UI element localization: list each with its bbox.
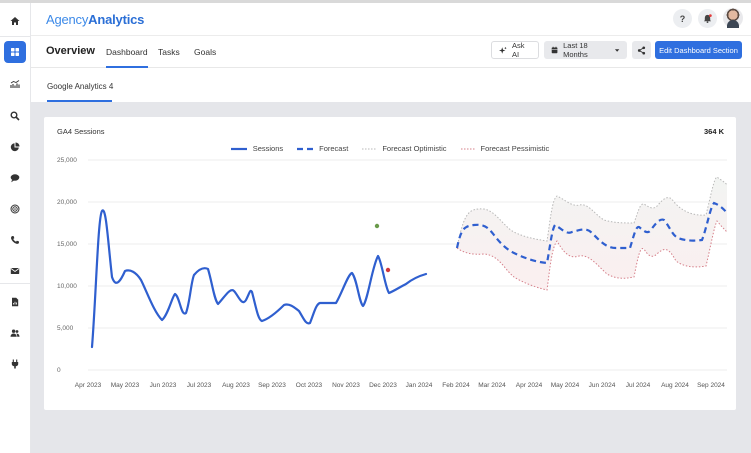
pie-chart-icon[interactable] <box>4 136 26 158</box>
home-icon[interactable] <box>4 10 26 32</box>
window-top-border <box>0 0 751 3</box>
legend-dotted-red-line-icon <box>460 148 475 149</box>
legend-item-forecast-pessimistic[interactable]: Forecast Pessimistic <box>460 144 549 153</box>
svg-text:May 2024: May 2024 <box>551 382 580 389</box>
svg-text:Aug 2024: Aug 2024 <box>661 382 689 389</box>
svg-text:Jul 2024: Jul 2024 <box>626 382 651 389</box>
tab-dashboard[interactable]: Dashboard <box>106 47 148 68</box>
mail-icon[interactable] <box>4 260 26 282</box>
date-range-label: Last 18 Months <box>563 41 588 59</box>
forecast-pessimistic-line <box>456 220 728 291</box>
svg-text:Mar 2024: Mar 2024 <box>478 382 506 389</box>
svg-text:Jan 2024: Jan 2024 <box>406 382 433 389</box>
svg-text:25,000: 25,000 <box>57 157 77 164</box>
svg-text:15,000: 15,000 <box>57 241 77 248</box>
notifications-button[interactable] <box>698 9 717 28</box>
svg-text:0: 0 <box>57 367 61 374</box>
page-nav: Overview Dashboard Tasks Goals Ask AI La… <box>31 36 751 68</box>
svg-text:Sep 2024: Sep 2024 <box>697 382 725 389</box>
y-axis-labels: 0 5,000 10,000 15,000 20,000 25,000 <box>57 157 77 374</box>
users-icon[interactable] <box>4 322 26 344</box>
sidebar-divider <box>0 283 31 284</box>
date-range-dropdown[interactable]: Last 18 Months <box>544 41 627 59</box>
app-header: AgencyAnalytics ? <box>31 3 751 36</box>
target-icon[interactable] <box>4 198 26 220</box>
integration-tabs: Google Analytics 4 <box>31 68 751 102</box>
dashboard-content: 0 5,000 10,000 15,000 20,000 25,000 Apr … <box>31 102 751 453</box>
help-button[interactable]: ? <box>673 9 692 28</box>
sparkle-icon <box>499 46 507 54</box>
page-title: Overview <box>46 45 95 57</box>
sessions-line <box>90 209 428 349</box>
svg-text:Apr 2023: Apr 2023 <box>75 382 102 389</box>
svg-text:Sep 2023: Sep 2023 <box>258 382 286 389</box>
report-file-icon[interactable] <box>4 291 26 313</box>
share-button[interactable] <box>632 41 651 59</box>
user-avatar[interactable] <box>723 8 743 28</box>
x-axis-labels: Apr 2023 May 2023 Jun 2023 Jul 2023 Aug … <box>75 382 725 389</box>
forecast-optimistic-line <box>456 176 728 249</box>
chat-bubble-icon[interactable] <box>4 167 26 189</box>
svg-text:Nov 2023: Nov 2023 <box>332 382 360 389</box>
tab-goals[interactable]: Goals <box>194 47 217 57</box>
edit-dashboard-section-button[interactable]: Edit Dashboard Section <box>655 41 742 59</box>
legend-item-forecast-optimistic[interactable]: Forecast Optimistic <box>362 144 447 153</box>
logo-text-part2: Analytics <box>88 12 145 27</box>
analytics-chart-icon[interactable] <box>4 73 26 95</box>
chevron-down-icon <box>614 48 620 52</box>
sessions-min-marker <box>384 266 391 273</box>
svg-text:Jul 2023: Jul 2023 <box>187 382 212 389</box>
svg-text:5,000: 5,000 <box>57 325 74 332</box>
legend-item-forecast[interactable]: Forecast <box>297 144 348 153</box>
svg-text:Aug 2023: Aug 2023 <box>222 382 250 389</box>
svg-text:Apr 2024: Apr 2024 <box>516 382 543 389</box>
calendar-icon <box>551 46 558 54</box>
forecast-line <box>455 201 728 265</box>
svg-text:May 2023: May 2023 <box>111 382 140 389</box>
ask-ai-label: Ask AI <box>512 41 525 59</box>
chart-legend: Sessions Forecast Forecast Optimistic Fo… <box>44 144 736 153</box>
legend-dashed-line-icon <box>297 147 314 150</box>
widget-title: GA4 Sessions <box>57 127 105 136</box>
edit-dashboard-section-label: Edit Dashboard Section <box>659 45 738 55</box>
sidebar <box>0 3 31 453</box>
svg-text:Dec 2023: Dec 2023 <box>369 382 397 389</box>
help-icon: ? <box>679 13 686 24</box>
svg-text:Jun 2023: Jun 2023 <box>150 382 177 389</box>
logo-text-part1: Agency <box>46 12 89 27</box>
ga4-sessions-widget: 0 5,000 10,000 15,000 20,000 25,000 Apr … <box>44 117 736 410</box>
svg-text:Feb 2024: Feb 2024 <box>442 382 470 389</box>
dashboard-grid-icon[interactable] <box>4 41 26 63</box>
legend-solid-line-icon <box>230 147 247 150</box>
plug-icon[interactable] <box>4 353 26 375</box>
svg-text:10,000: 10,000 <box>57 283 77 290</box>
tab-tasks[interactable]: Tasks <box>158 47 180 57</box>
svg-text:20,000: 20,000 <box>57 199 77 206</box>
sessions-line-chart: 0 5,000 10,000 15,000 20,000 25,000 Apr … <box>57 157 728 389</box>
share-icon <box>637 45 646 55</box>
forecast-range-band <box>457 177 727 290</box>
legend-item-sessions[interactable]: Sessions <box>230 144 283 153</box>
sidebar-divider <box>0 36 31 37</box>
legend-dotted-gray-line-icon <box>362 148 377 149</box>
widget-total: 364 K <box>703 127 724 136</box>
bell-icon <box>703 14 712 23</box>
agency-analytics-logo[interactable]: AgencyAnalytics <box>46 12 144 27</box>
search-icon[interactable] <box>4 105 26 127</box>
svg-text:Jun 2024: Jun 2024 <box>589 382 616 389</box>
sessions-max-marker <box>373 223 380 230</box>
svg-text:Oct 2023: Oct 2023 <box>296 382 323 389</box>
ask-ai-button[interactable]: Ask AI <box>491 41 539 59</box>
phone-icon[interactable] <box>4 229 26 251</box>
tab-google-analytics-4[interactable]: Google Analytics 4 <box>47 82 114 102</box>
